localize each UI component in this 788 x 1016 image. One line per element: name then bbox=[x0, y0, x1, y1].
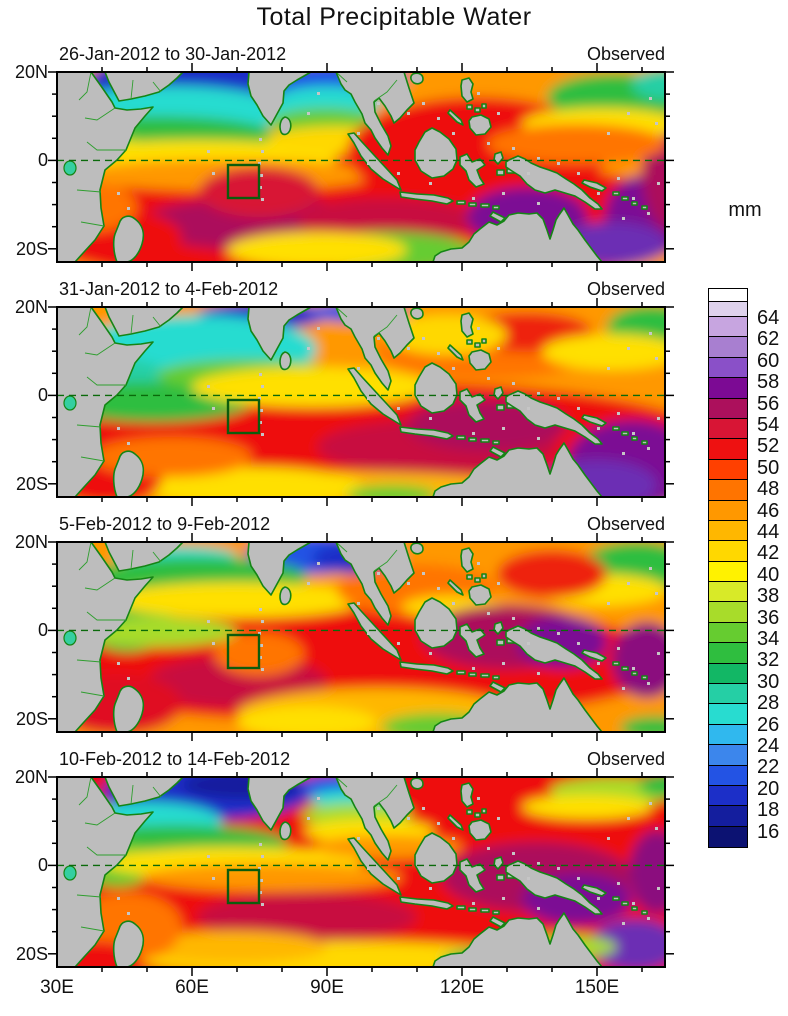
panel-2-date-range: 31-Jan-2012 to 4-Feb-2012 bbox=[59, 279, 279, 299]
y-tick-0: 0 bbox=[37, 855, 48, 875]
colorbar-tick-label: 20 bbox=[757, 777, 780, 800]
panel-4-header: 10-Feb-2012 to 14-Feb-2012 Observed bbox=[0, 749, 788, 773]
panel-1-source-label: Observed bbox=[586, 44, 665, 64]
colorbar-cell bbox=[709, 745, 747, 766]
colorbar-cell bbox=[709, 398, 747, 419]
colorbar-cell bbox=[709, 541, 747, 562]
panel-1-date-range: 26-Jan-2012 to 30-Jan-2012 bbox=[59, 44, 287, 64]
figure-title: Total Precipitable Water bbox=[256, 3, 532, 31]
colorbar-cell bbox=[709, 520, 747, 542]
colorbar-cell bbox=[709, 602, 747, 623]
y-tick-20s: 20S bbox=[15, 239, 48, 259]
y-tick-0: 0 bbox=[37, 620, 48, 640]
colorbar-tick-label: 44 bbox=[757, 521, 780, 543]
x-tick-120e: 120E bbox=[439, 977, 485, 998]
panel-2-header: 31-Jan-2012 to 4-Feb-2012 Observed bbox=[0, 279, 788, 303]
colorbar-tick-label: 62 bbox=[757, 328, 780, 351]
colorbar-cell bbox=[709, 317, 747, 338]
y-tick-20n: 20N bbox=[14, 767, 48, 787]
colorbar-tick-label: 16 bbox=[757, 820, 780, 843]
colorbar-cell bbox=[709, 337, 747, 358]
x-tick-150e: 150E bbox=[574, 977, 620, 998]
y-tick-20s: 20S bbox=[15, 709, 48, 729]
colorbar-cell bbox=[709, 561, 747, 583]
panel-3-header: 5-Feb-2012 to 9-Feb-2012 Observed bbox=[0, 514, 788, 538]
colorbar-cell bbox=[709, 302, 747, 317]
y-tick-20n: 20N bbox=[14, 532, 48, 552]
map-panel-1 bbox=[48, 63, 674, 271]
colorbar bbox=[708, 288, 748, 849]
colorbar-tick-label: 34 bbox=[757, 628, 780, 650]
colorbar-cell bbox=[709, 289, 747, 302]
colorbar-tick-label: 24 bbox=[757, 735, 780, 757]
colorbar-tick-label: 32 bbox=[757, 649, 780, 672]
colorbar-cell bbox=[709, 806, 747, 827]
colorbar-cell bbox=[709, 378, 747, 399]
panel-4-source-label: Observed bbox=[586, 749, 665, 769]
panel-3-date-range: 5-Feb-2012 to 9-Feb-2012 bbox=[59, 514, 271, 534]
colorbar-tick-label: 18 bbox=[757, 799, 780, 822]
colorbar-tick-label: 58 bbox=[757, 371, 780, 394]
colorbar-tick-label: 48 bbox=[757, 478, 780, 501]
map-panel-4 bbox=[48, 768, 674, 976]
colorbar-cell bbox=[709, 643, 747, 664]
colorbar-tick-label: 36 bbox=[757, 606, 780, 629]
map-panel-3 bbox=[48, 533, 674, 741]
y-tick-20n: 20N bbox=[14, 297, 48, 317]
panel-2-source-label: Observed bbox=[586, 279, 665, 299]
panel-1-header: 26-Jan-2012 to 30-Jan-2012 Observed bbox=[0, 44, 788, 68]
colorbar-cell bbox=[709, 439, 747, 460]
colorbar-cell bbox=[709, 785, 747, 807]
x-tick-60e: 60E bbox=[175, 977, 209, 998]
colorbar-cell bbox=[709, 357, 747, 379]
colorbar-tick-label: 64 bbox=[757, 307, 780, 329]
y-tick-0: 0 bbox=[37, 385, 48, 405]
colorbar-tick-label: 46 bbox=[757, 499, 780, 522]
y-tick-20s: 20S bbox=[15, 474, 48, 494]
colorbar-cell bbox=[709, 500, 747, 521]
colorbar-cell bbox=[709, 459, 747, 481]
colorbar-cell bbox=[709, 704, 747, 725]
colorbar-tick-label: 40 bbox=[757, 563, 780, 586]
x-tick-90e: 90E bbox=[310, 977, 344, 998]
y-tick-0: 0 bbox=[37, 150, 48, 170]
colorbar-cell bbox=[709, 826, 747, 848]
colorbar-cell bbox=[709, 724, 747, 746]
panel-3-source-label: Observed bbox=[586, 514, 665, 534]
colorbar-tick-label: 50 bbox=[757, 456, 780, 479]
colorbar-cell bbox=[709, 418, 747, 440]
colorbar-tick-label: 42 bbox=[757, 542, 780, 565]
map-panel-2 bbox=[48, 298, 674, 506]
colorbar-tick-label: 54 bbox=[757, 414, 780, 436]
colorbar-tick-label: 28 bbox=[757, 692, 780, 715]
y-tick-20n: 20N bbox=[14, 62, 48, 82]
y-tick-20s: 20S bbox=[15, 944, 48, 964]
colorbar-tick-label: 56 bbox=[757, 392, 780, 415]
colorbar-cell bbox=[709, 684, 747, 705]
colorbar-tick-label: 30 bbox=[757, 670, 780, 693]
colorbar-cell bbox=[709, 582, 747, 603]
colorbar-tick-label: 22 bbox=[757, 756, 780, 779]
colorbar-unit-label: mm bbox=[728, 199, 762, 221]
colorbar-cell bbox=[709, 663, 747, 685]
colorbar-tick-label: 38 bbox=[757, 585, 780, 608]
panel-4-date-range: 10-Feb-2012 to 14-Feb-2012 bbox=[59, 749, 291, 769]
colorbar-tick-label: 26 bbox=[757, 713, 780, 736]
colorbar-tick-label: 60 bbox=[757, 349, 780, 372]
colorbar-tick-label: 52 bbox=[757, 435, 780, 458]
colorbar-cell bbox=[709, 480, 747, 501]
colorbar-cell bbox=[709, 622, 747, 644]
colorbar-cell bbox=[709, 765, 747, 786]
x-tick-30e: 30E bbox=[40, 977, 74, 998]
